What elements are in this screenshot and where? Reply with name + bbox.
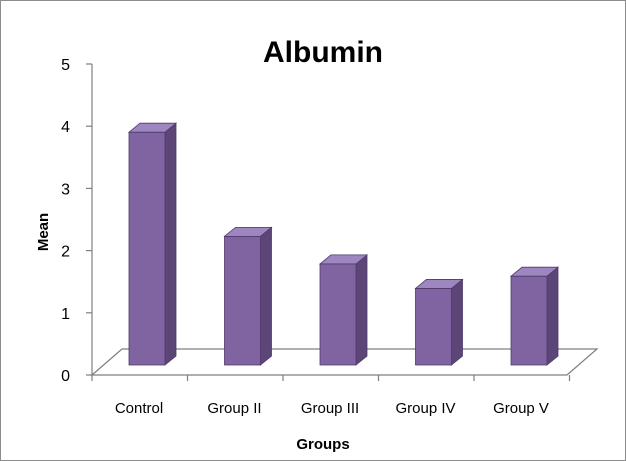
- bar-side-face: [546, 266, 559, 366]
- bar-top-face: [509, 266, 560, 277]
- bar-side-face: [355, 254, 368, 366]
- bar-front-face: [128, 131, 166, 366]
- y-tick-label: 1: [61, 306, 70, 323]
- bar: [318, 254, 369, 366]
- y-tick-label: 3: [61, 181, 70, 198]
- x-axis-labels: Control Group II Group III Group IV Group V: [115, 400, 549, 417]
- bar-top-face: [414, 279, 464, 289]
- bar: [509, 266, 560, 366]
- bar-top-face: [318, 254, 369, 265]
- bar-front-face: [510, 275, 548, 366]
- y-tick-label: 4: [61, 119, 70, 136]
- y-tick-label: 2: [61, 244, 70, 261]
- x-category-label: Group V: [493, 400, 549, 417]
- x-category-label: Group IV: [395, 400, 455, 417]
- bar: [127, 122, 178, 366]
- bar-front-face: [224, 235, 261, 366]
- chart-title: Albumin: [263, 36, 383, 69]
- bar-front-face: [415, 288, 452, 366]
- x-category-label: Group II: [207, 400, 261, 417]
- bar: [414, 278, 464, 366]
- bar-side-face: [164, 122, 177, 366]
- bar-top-face: [223, 226, 273, 237]
- y-axis: 0 1 2 3 4 5: [61, 57, 571, 385]
- bar-side-face: [451, 278, 463, 366]
- x-axis-title: Groups: [296, 436, 349, 453]
- bar-top-face: [127, 122, 178, 133]
- bars-group: [127, 122, 560, 366]
- x-category-label: Group III: [301, 400, 359, 417]
- y-tick-label: 5: [61, 57, 70, 74]
- bar: [223, 226, 273, 366]
- bar-front-face: [319, 263, 357, 366]
- bar-side-face: [260, 226, 272, 366]
- x-category-label: Control: [115, 400, 163, 417]
- y-axis-title: Mean: [35, 213, 52, 251]
- y-tick-label: 0: [61, 368, 70, 385]
